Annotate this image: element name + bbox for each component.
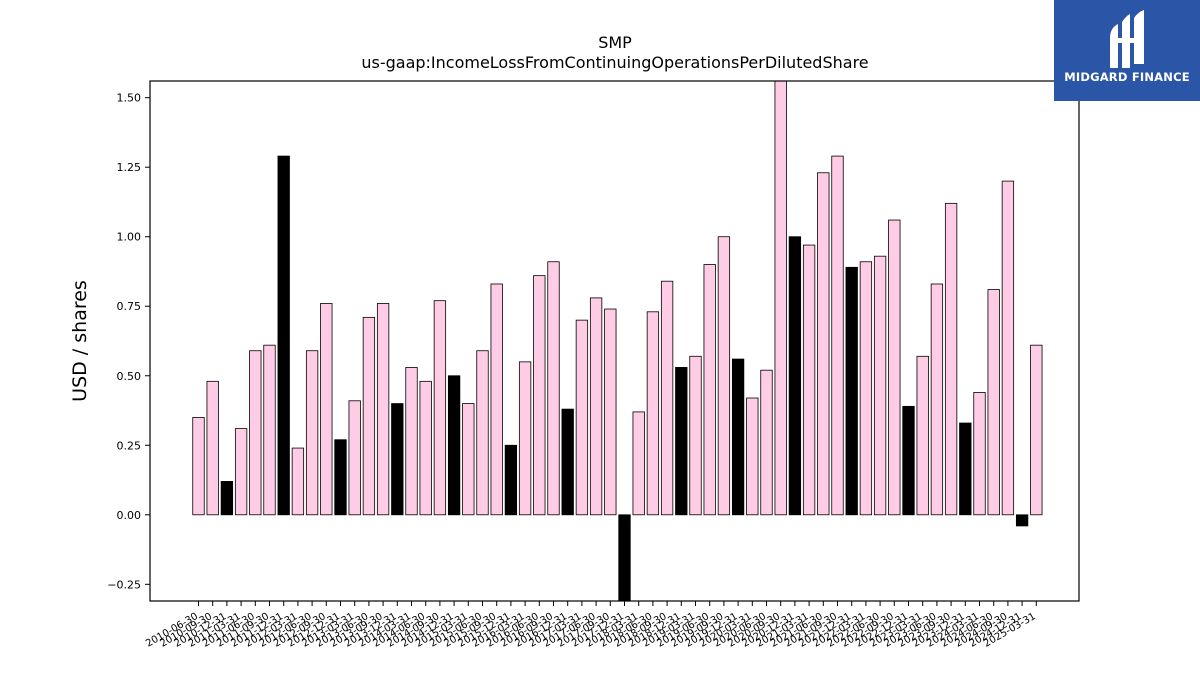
y-tick-label: 0.50 (117, 370, 142, 383)
bar-2017-03-31 (575, 319, 589, 516)
bar-2019-06-30 (703, 264, 716, 516)
bar-2024-09-30 (1001, 180, 1015, 516)
bar-2023-03-31 (916, 355, 929, 516)
bar-2013-06-30 (362, 316, 376, 516)
bar-2012-06-30 (305, 350, 319, 516)
bar-2019-09-30 (717, 236, 731, 516)
y-tick-label: −0.25 (107, 578, 141, 591)
bar-2014-06-30 (419, 380, 432, 516)
bar-2015-03-31 (462, 403, 475, 516)
chart-subtitle: us-gaap:IncomeLossFromContinuingOperatio… (361, 53, 868, 72)
y-tick-label: 0.25 (117, 439, 142, 452)
bar-2017-09-30 (604, 308, 617, 516)
bar-2018-03-31 (632, 411, 645, 516)
bar-2012-03-31 (291, 447, 305, 516)
bar-2010-06-30 (192, 417, 205, 516)
bar-2013-03-31 (348, 400, 361, 516)
bar-2021-09-30 (831, 155, 844, 516)
bar-2013-09-30 (376, 303, 390, 516)
bar-2015-06-30 (476, 350, 489, 516)
chart-title: SMP (598, 33, 632, 52)
bar-2019-12-31 (731, 358, 745, 516)
brand-name: MIDGARD FINANCE (1064, 70, 1190, 84)
bars-group (192, 80, 1043, 602)
plot-frame (149, 80, 1080, 602)
bar-2023-12-31 (959, 422, 972, 516)
bar-2012-12-31 (334, 439, 347, 516)
bar-2020-03-31 (746, 397, 759, 516)
bar-2011-12-31 (277, 155, 290, 516)
bar-2014-03-31 (405, 367, 418, 516)
brand-logo: MIDGARD FINANCE (1054, 0, 1200, 101)
bar-2014-12-31 (447, 375, 461, 516)
bar-2016-06-30 (533, 275, 546, 516)
bar-2011-06-30 (249, 350, 262, 516)
bar-2018-12-31 (675, 367, 688, 516)
y-axis-label: USD / shares (69, 280, 91, 402)
bar-2020-09-30 (774, 80, 787, 516)
bar-2020-06-30 (760, 369, 773, 516)
bar-2021-03-31 (802, 244, 816, 516)
y-axis: −0.25 0.00 0.25 0.50 0.75 1.00 1.25 1.50 (107, 92, 150, 591)
y-tick-label: 1.00 (117, 231, 142, 244)
bar-2024-06-30 (987, 289, 1000, 516)
bar-2014-09-30 (433, 300, 447, 516)
bar-2018-06-30 (646, 311, 660, 516)
bar-2017-12-31 (618, 514, 631, 602)
bar-2010-12-31 (220, 481, 234, 516)
bar-2010-09-30 (206, 380, 219, 516)
bar-2012-09-30 (320, 303, 333, 516)
bar-2015-09-30 (490, 283, 503, 516)
x-axis: 2010-06-302010-09-302010-12-312011-03-31… (144, 601, 1038, 650)
bar-2015-12-31 (504, 444, 518, 516)
bar-2013-12-31 (391, 403, 404, 516)
y-tick-label: 0.75 (117, 300, 142, 313)
bar-2016-12-31 (561, 408, 574, 516)
bar-2016-03-31 (518, 361, 532, 516)
bar-2016-09-30 (547, 261, 560, 516)
bar-2023-06-30 (930, 283, 944, 516)
bar-2022-12-31 (902, 405, 915, 516)
y-tick-label: 0.00 (117, 509, 142, 522)
bar-2023-09-30 (944, 202, 958, 516)
bar-2022-09-30 (888, 219, 901, 516)
bar-2024-03-31 (973, 392, 986, 516)
bar-2024-12-31 (1015, 514, 1029, 527)
bar-2011-03-31 (234, 428, 248, 516)
bar-2011-09-30 (263, 344, 276, 516)
bar-2022-06-30 (873, 255, 887, 516)
bar-2017-06-30 (589, 297, 603, 516)
bar-2021-12-31 (845, 266, 858, 516)
bar-2018-09-30 (660, 280, 674, 516)
y-tick-label: 1.25 (117, 161, 142, 174)
logo-mark-icon (1110, 10, 1144, 68)
bar-2021-06-30 (817, 172, 830, 516)
bar-2025-03-31 (1030, 344, 1043, 516)
bar-2020-12-31 (788, 236, 802, 516)
bar-2022-03-31 (859, 261, 873, 516)
bar-2019-03-31 (689, 355, 702, 516)
y-tick-label: 1.50 (117, 92, 142, 105)
